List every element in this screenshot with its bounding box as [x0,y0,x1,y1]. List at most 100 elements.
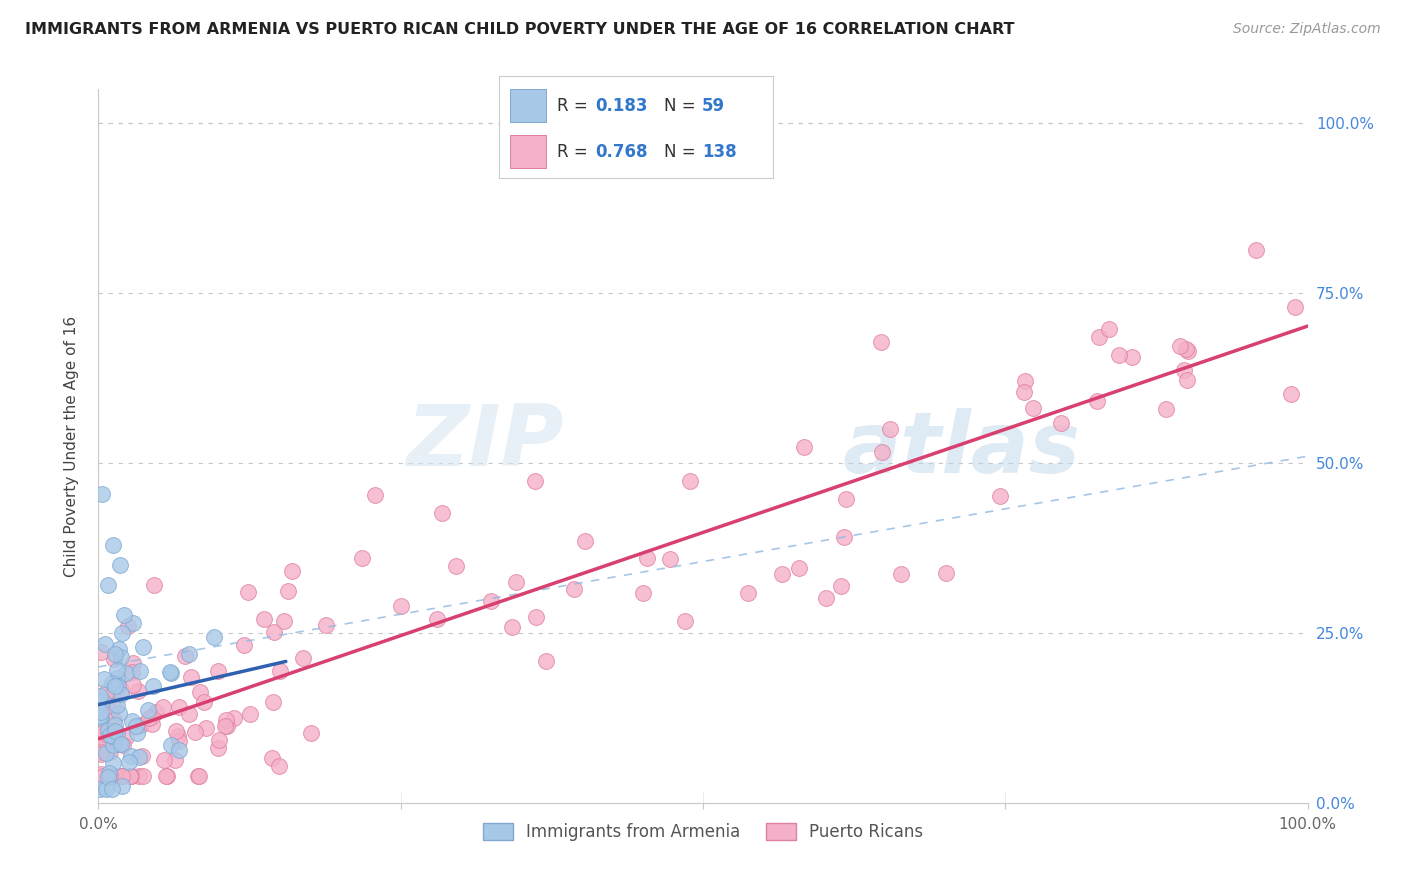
Point [236,584,259,599]
Point [110,683,132,698]
Point [292,651,315,665]
Point [222,711,245,725]
Text: ZIP: ZIP [406,401,564,484]
Point [90,726,112,740]
Point [97,769,120,783]
Point [194,722,217,736]
Point [1085,393,1108,408]
Point [128,769,150,783]
Point [1022,401,1045,415]
Point [263,625,285,640]
Point [121,714,143,728]
Point [163,753,186,767]
Point [169,743,191,757]
Point [115,665,138,680]
Point [184,724,207,739]
Point [207,665,229,679]
Point [111,626,134,640]
Point [117,619,139,633]
Point [269,759,291,773]
Point [562,582,585,596]
Point [1175,342,1198,356]
Point [165,724,187,739]
Point [91,694,114,708]
Point [110,687,132,701]
Point [174,648,197,663]
Point [879,421,901,435]
Point [430,506,453,520]
Point [100,689,122,703]
Text: 59: 59 [702,96,725,114]
Point [127,684,149,698]
Point [108,558,131,572]
Point [129,718,152,732]
Point [501,620,523,634]
Point [169,700,191,714]
Point [108,706,131,720]
Point [103,647,125,661]
Point [132,769,155,783]
Point [239,707,262,722]
Point [1246,244,1268,258]
Point [93,724,115,739]
Text: atlas: atlas [842,408,1080,491]
Point [1284,300,1306,314]
Point [141,710,163,724]
Point [136,703,159,717]
Point [636,551,658,566]
Point [188,684,211,698]
Point [1050,416,1073,430]
Point [141,717,163,731]
Point [1098,322,1121,336]
Point [97,770,120,784]
Point [89,689,111,703]
Point [101,769,124,783]
Point [299,726,322,740]
Point [1088,330,1111,344]
Point [118,755,141,769]
Point [1014,384,1036,399]
Point [631,586,654,600]
Point [870,445,893,459]
Point [103,713,125,727]
Point [658,551,681,566]
Point [281,564,304,578]
Point [97,728,120,742]
Point [101,698,124,713]
Point [120,769,142,783]
Point [233,638,256,652]
Text: 0.183: 0.183 [595,96,648,114]
Point [138,711,160,725]
Point [97,723,120,738]
Point [1279,387,1302,401]
Point [110,737,132,751]
Point [101,729,124,743]
Point [262,694,284,708]
Point [89,782,111,797]
Point [208,733,231,747]
Point [131,749,153,764]
Point [120,769,142,783]
Point [188,769,211,783]
Point [108,642,131,657]
Point [523,474,546,488]
Point [1154,401,1177,416]
Point [770,566,793,581]
Point [104,769,127,783]
Point [214,719,236,733]
Point [1108,348,1130,362]
Point [202,630,225,644]
Legend: Immigrants from Armenia, Puerto Ricans: Immigrants from Armenia, Puerto Ricans [477,816,929,848]
Point [111,738,134,752]
Point [217,718,239,732]
Point [1177,373,1199,387]
Point [156,769,179,783]
Point [177,647,200,661]
Point [935,566,957,581]
Point [122,656,145,670]
Text: N =: N = [664,143,700,161]
Point [143,577,166,591]
Point [870,334,893,349]
Point [111,769,134,783]
Point [524,610,547,624]
